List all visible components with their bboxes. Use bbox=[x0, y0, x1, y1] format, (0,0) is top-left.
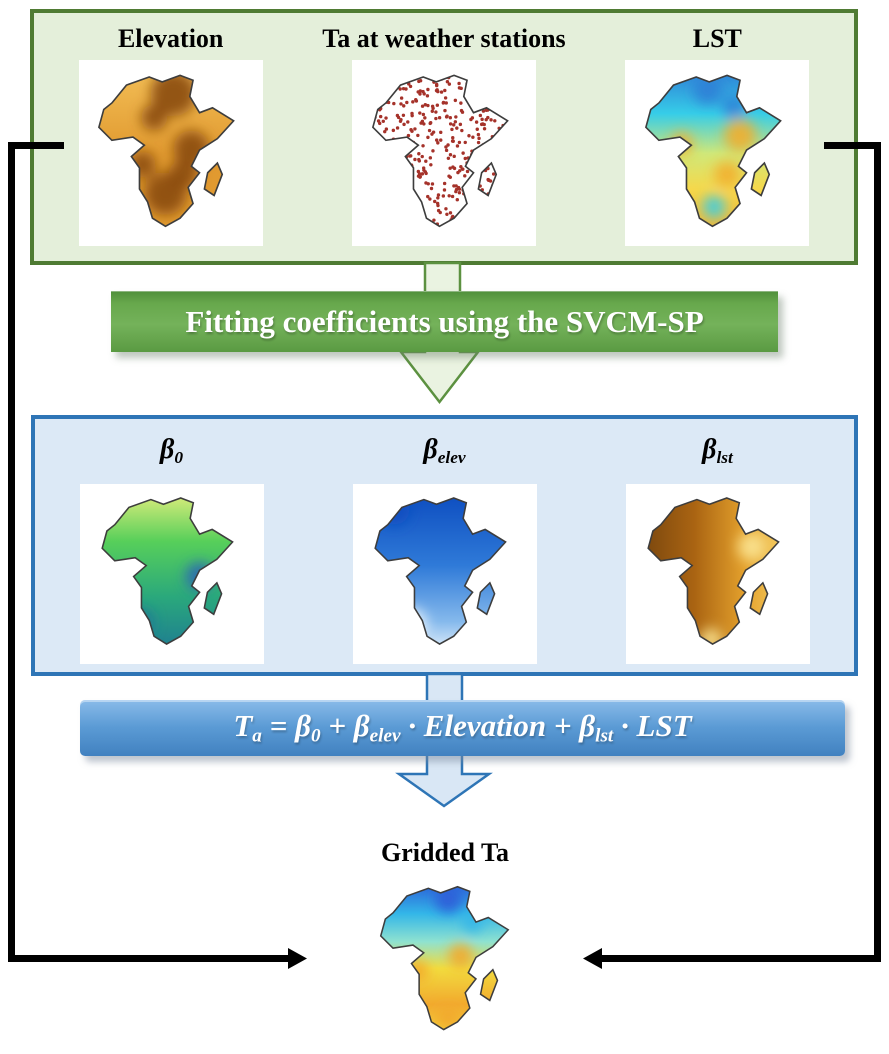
beta0-title: β0 bbox=[159, 434, 184, 467]
beta0-map-card bbox=[79, 483, 264, 664]
africa-map-elevation bbox=[98, 74, 236, 227]
coeff-map-beta-elev: βelev bbox=[308, 431, 581, 664]
inputs-group-box: Elevation Ta at weather stations LST bbox=[30, 9, 858, 265]
africa-map-beta-lst bbox=[647, 497, 780, 646]
africa-map-beta-elev bbox=[374, 497, 507, 646]
lst-title: LST bbox=[692, 24, 742, 53]
africa-map-stations bbox=[371, 74, 509, 227]
stations-map-card bbox=[351, 60, 536, 246]
formula-text: Ta = β0 + βelev · Elevation + βlst · LST bbox=[233, 708, 692, 747]
formula-banner: Ta = β0 + βelev · Elevation + βlst · LST bbox=[80, 700, 845, 756]
right-arrowhead-icon bbox=[583, 948, 602, 969]
coefficients-group-box: β0 βelev βlst bbox=[31, 415, 858, 676]
coeff-map-beta-lst: βlst bbox=[581, 431, 854, 664]
coeff-map-beta0: β0 bbox=[35, 431, 308, 664]
beta-elev-map-card bbox=[352, 483, 537, 664]
output-title: Gridded Ta bbox=[381, 838, 509, 867]
beta-lst-title: βlst bbox=[702, 434, 733, 467]
elevation-title: Elevation bbox=[117, 24, 224, 53]
input-map-elevation: Elevation bbox=[34, 23, 307, 246]
africa-map-gridded-ta bbox=[379, 885, 510, 1031]
left-arrowhead-icon bbox=[288, 948, 307, 969]
input-map-stations: Ta at weather stations bbox=[307, 23, 580, 246]
svcm-banner: Fitting coefficients using the SVCM-SP bbox=[111, 291, 778, 352]
svcm-banner-label: Fitting coefficients using the SVCM-SP bbox=[185, 303, 704, 339]
africa-map-beta0 bbox=[101, 497, 234, 646]
beta-elev-title: βelev bbox=[423, 434, 466, 467]
input-map-lst: LST bbox=[581, 23, 854, 246]
elevation-map-card bbox=[78, 60, 263, 246]
africa-map-lst bbox=[644, 74, 782, 227]
gridded-ta-map-card bbox=[356, 872, 540, 1048]
lst-map-card bbox=[625, 60, 810, 246]
stations-title: Ta at weather stations bbox=[322, 24, 566, 53]
beta-lst-map-card bbox=[625, 483, 810, 664]
